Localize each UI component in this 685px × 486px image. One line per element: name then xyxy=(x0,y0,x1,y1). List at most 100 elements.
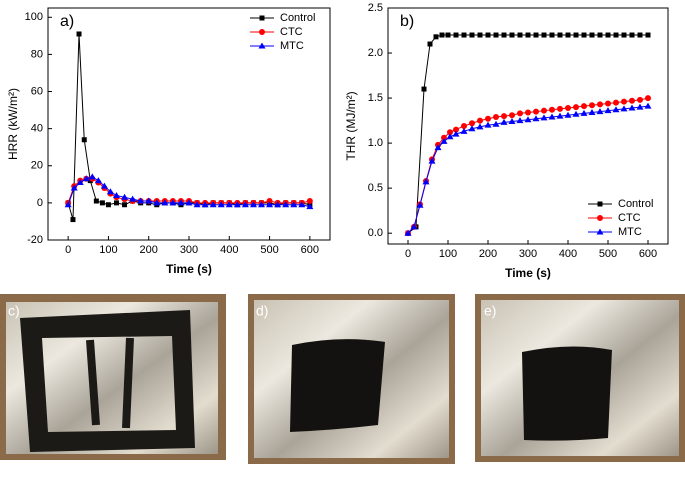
photo-d xyxy=(248,294,455,464)
photo-label: d) xyxy=(256,303,268,319)
marker xyxy=(441,134,447,141)
marker xyxy=(581,103,587,110)
marker xyxy=(500,118,508,125)
marker xyxy=(64,201,72,208)
marker xyxy=(70,184,78,191)
marker xyxy=(557,32,563,38)
y-axis-label: HRR (kW/m²) xyxy=(6,88,20,160)
marker xyxy=(477,32,483,38)
marker xyxy=(233,201,241,208)
marker xyxy=(548,113,556,120)
marker xyxy=(82,175,90,182)
x-tick-label: 500 xyxy=(599,248,617,260)
marker xyxy=(93,198,99,204)
marker xyxy=(484,121,492,128)
marker xyxy=(274,201,282,208)
panel-label: b) xyxy=(400,13,414,30)
marker xyxy=(644,102,652,109)
y-tick-label: 0.0 xyxy=(368,227,383,239)
legend-label: Control xyxy=(618,198,653,210)
series-line xyxy=(407,105,649,234)
marker xyxy=(637,96,643,103)
marker xyxy=(597,32,603,38)
marker xyxy=(258,201,266,208)
marker xyxy=(516,117,524,124)
marker xyxy=(573,104,579,111)
marker xyxy=(447,129,453,136)
marker xyxy=(509,32,515,38)
marker xyxy=(161,199,169,206)
marker xyxy=(605,100,611,107)
marker xyxy=(540,114,548,121)
marker xyxy=(169,199,177,206)
marker xyxy=(76,31,82,37)
marker xyxy=(453,32,459,38)
marker xyxy=(645,32,651,38)
marker xyxy=(620,105,628,112)
marker xyxy=(589,32,595,38)
marker xyxy=(596,228,604,235)
marker xyxy=(629,32,635,38)
marker xyxy=(137,197,145,204)
y-tick-label: 1.5 xyxy=(368,92,383,104)
marker xyxy=(461,123,467,129)
marker xyxy=(508,117,516,124)
x-tick-label: 600 xyxy=(639,248,657,260)
marker xyxy=(628,104,636,111)
marker xyxy=(612,106,620,113)
marker xyxy=(501,32,507,38)
x-tick-label: 300 xyxy=(519,248,537,260)
photo-label: c) xyxy=(8,303,20,319)
marker xyxy=(517,110,523,117)
marker xyxy=(446,133,454,140)
marker xyxy=(258,42,266,49)
x-tick-label: 300 xyxy=(180,244,198,256)
y-axis-label: THR (MJ/m²) xyxy=(344,91,358,160)
marker xyxy=(112,191,120,198)
marker xyxy=(524,116,532,123)
y-tick-label: 0.5 xyxy=(368,182,383,194)
marker xyxy=(549,32,555,38)
marker xyxy=(549,106,555,113)
marker xyxy=(580,109,588,116)
marker xyxy=(557,105,563,112)
marker xyxy=(76,178,84,185)
marker xyxy=(94,177,102,184)
y-tick-label: 60 xyxy=(31,85,43,97)
marker xyxy=(621,98,627,105)
marker xyxy=(113,200,119,206)
legend-label: Control xyxy=(280,12,315,24)
marker xyxy=(439,32,445,38)
marker xyxy=(433,34,439,40)
marker xyxy=(266,198,273,205)
marker xyxy=(177,199,185,206)
legend-label: MTC xyxy=(280,40,304,52)
marker xyxy=(452,130,460,137)
x-tick-label: 600 xyxy=(301,244,319,256)
marker xyxy=(493,113,499,120)
marker xyxy=(637,32,643,38)
legend-label: CTC xyxy=(280,26,303,38)
legend-label: CTC xyxy=(618,212,641,224)
marker xyxy=(581,32,587,38)
marker xyxy=(533,108,539,115)
y-tick-label: 1.0 xyxy=(368,137,383,149)
marker xyxy=(573,32,579,38)
marker xyxy=(145,197,153,204)
marker xyxy=(122,202,128,208)
marker xyxy=(533,32,539,38)
marker xyxy=(469,120,475,127)
marker xyxy=(440,137,448,144)
marker xyxy=(217,201,225,208)
x-tick-label: 0 xyxy=(405,248,411,260)
marker xyxy=(445,32,451,38)
legend-label: MTC xyxy=(618,226,642,238)
marker xyxy=(468,125,476,132)
marker xyxy=(605,32,611,38)
marker xyxy=(185,199,193,206)
marker xyxy=(565,104,571,111)
x-tick-label: 400 xyxy=(220,244,238,256)
marker xyxy=(100,182,108,189)
